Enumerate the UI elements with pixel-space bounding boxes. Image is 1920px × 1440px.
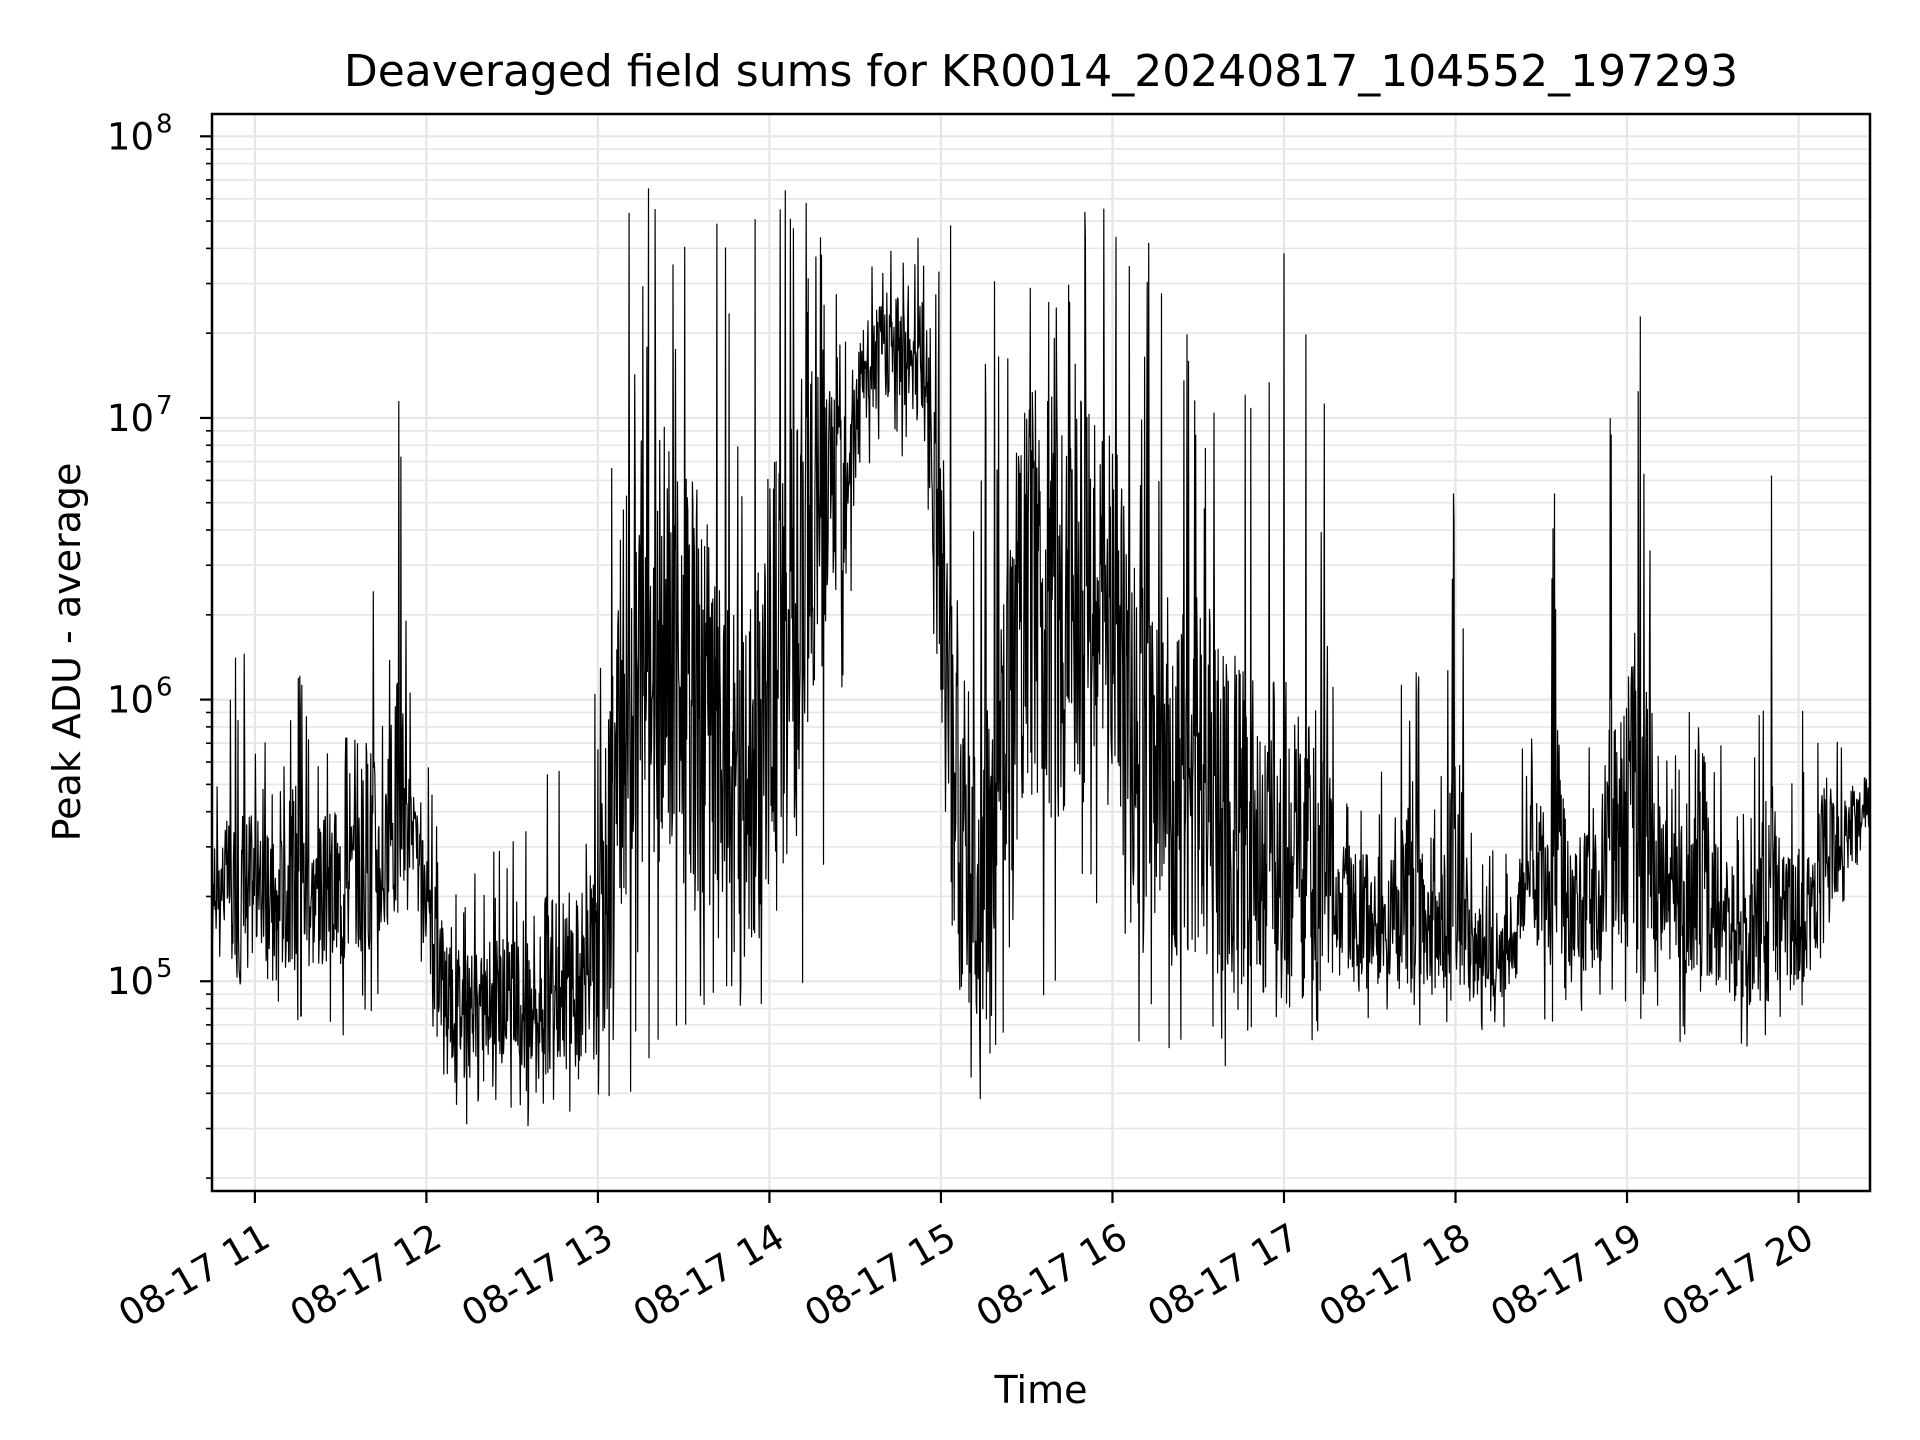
- x-axis-label: Time: [994, 1368, 1088, 1412]
- series-layer: [211, 188, 1871, 1127]
- y-tick-base: 10: [107, 115, 154, 158]
- y-tick-exponent: 7: [156, 391, 173, 421]
- y-tick-label: 10 6: [107, 673, 173, 722]
- y-tick-base: 10: [107, 397, 154, 440]
- chart-title: Deaveraged field sums for KR0014_2024081…: [344, 46, 1738, 97]
- y-tick-exponent: 6: [156, 673, 173, 703]
- y-tick-exponent: 5: [156, 954, 173, 984]
- y-tick-base: 10: [107, 960, 154, 1003]
- y-tick-label: 10 5: [107, 954, 173, 1003]
- y-tick-label: 10 7: [107, 391, 173, 440]
- y-axis-label: Peak ADU - average: [45, 463, 89, 842]
- y-tick-base: 10: [107, 679, 154, 722]
- y-tick-exponent: 8: [156, 109, 173, 139]
- plot-frame: [210, 112, 1872, 1193]
- data-series-line: [211, 188, 1871, 1127]
- y-tick-label: 10 8: [107, 109, 173, 158]
